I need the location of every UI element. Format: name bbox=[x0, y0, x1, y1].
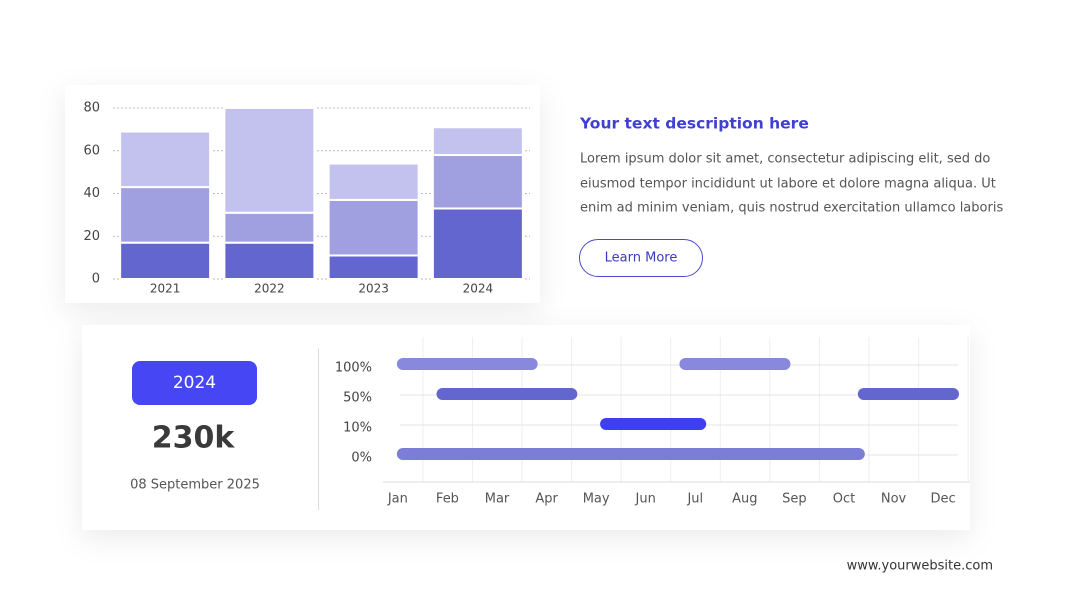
x-tick-label: 2024 bbox=[463, 282, 494, 296]
x-tick-label: Aug bbox=[732, 492, 757, 507]
bar-segment bbox=[327, 254, 420, 281]
bar-segment bbox=[223, 107, 316, 214]
y-tick-label: 80 bbox=[83, 101, 100, 116]
learn-more-button[interactable] bbox=[579, 239, 703, 277]
x-tick-label: Jul bbox=[686, 492, 703, 507]
bar-segment bbox=[431, 207, 524, 280]
bar-segment bbox=[223, 241, 316, 281]
x-tick-label: 2023 bbox=[358, 282, 389, 296]
x-tick-label: Apr bbox=[535, 492, 558, 507]
x-tick-label: Feb bbox=[436, 492, 459, 507]
badge-label: 2024 bbox=[173, 373, 216, 393]
stat-value: 230k bbox=[152, 421, 236, 456]
description-line: enim ad minim veniam, quis nostrud exerc… bbox=[580, 201, 1003, 216]
description-line: Lorem ipsum dolor sit amet, consectetur … bbox=[580, 152, 990, 167]
x-tick-label: Jan bbox=[387, 492, 408, 507]
button-label[interactable]: Learn More bbox=[605, 251, 678, 266]
bar-segment bbox=[119, 186, 212, 244]
description-title: Your text description here bbox=[579, 115, 809, 133]
footer-url: www.yourwebsite.com bbox=[847, 559, 993, 574]
bar-segment bbox=[119, 241, 212, 281]
x-tick-label: 2021 bbox=[150, 282, 181, 296]
x-tick-label: 2022 bbox=[254, 282, 285, 296]
y-tick-label: 20 bbox=[83, 229, 100, 244]
x-tick-label: Jun bbox=[635, 492, 656, 507]
x-tick-label: Dec bbox=[931, 492, 956, 507]
bar-segment bbox=[431, 154, 524, 210]
y-tick-label: 40 bbox=[83, 186, 100, 201]
x-tick-label: Sep bbox=[782, 492, 807, 507]
bar-segment bbox=[223, 211, 316, 244]
bar-segment bbox=[327, 198, 420, 257]
row-label: 100% bbox=[335, 361, 372, 376]
y-tick-label: 0 bbox=[92, 272, 100, 287]
bar-segment bbox=[327, 162, 420, 201]
x-tick-label: Oct bbox=[833, 492, 855, 507]
bar-segment bbox=[119, 130, 212, 189]
bar-segment bbox=[431, 126, 524, 157]
row-label: 10% bbox=[343, 421, 372, 436]
year-badge bbox=[132, 361, 257, 405]
x-tick-label: May bbox=[583, 492, 610, 507]
y-tick-label: 60 bbox=[83, 143, 100, 158]
row-label: 0% bbox=[351, 451, 372, 466]
x-tick-label: Mar bbox=[485, 492, 510, 507]
stat-date: 08 September 2025 bbox=[130, 478, 260, 493]
x-tick-label: Nov bbox=[881, 492, 907, 507]
row-label: 50% bbox=[343, 391, 372, 406]
description-line: eiusmod tempor incididunt ut labore et d… bbox=[580, 177, 996, 192]
